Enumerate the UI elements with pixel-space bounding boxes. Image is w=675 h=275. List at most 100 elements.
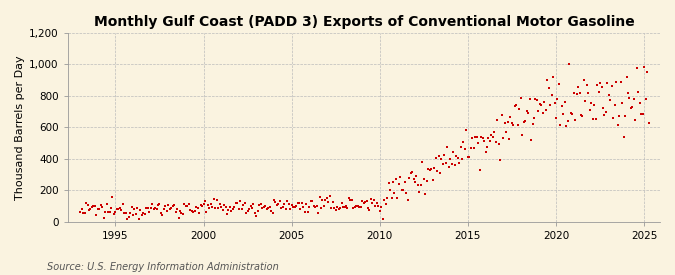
Point (568, 91, 579, 96)
Point (225, 205, 236, 210)
Point (436, 157, 447, 161)
Point (379, 198, 389, 202)
Point (292, 201, 303, 205)
Point (461, 128, 472, 132)
Point (166, 206, 177, 211)
Point (191, 205, 202, 210)
Point (631, 65, 642, 70)
Point (345, 198, 356, 202)
Point (458, 140, 469, 144)
Point (385, 187, 396, 192)
Point (91, 213, 102, 218)
Point (408, 177, 419, 182)
Point (178, 211, 188, 216)
Point (308, 204, 319, 209)
Point (150, 206, 161, 210)
Point (326, 206, 337, 210)
Point (330, 208, 341, 212)
Point (284, 202, 294, 206)
Point (483, 136, 494, 140)
Point (614, 114, 624, 119)
Point (80, 201, 91, 205)
Point (590, 117, 601, 122)
Point (264, 204, 275, 209)
Point (277, 205, 288, 210)
Point (639, 65, 649, 69)
Point (627, 105, 638, 110)
Point (148, 207, 159, 211)
Point (411, 174, 422, 179)
Point (375, 209, 385, 214)
Point (636, 111, 647, 116)
Point (327, 200, 338, 204)
Point (358, 201, 369, 205)
Point (157, 213, 168, 217)
Point (180, 203, 191, 208)
Point (395, 175, 406, 180)
Point (323, 200, 333, 204)
Point (527, 121, 538, 126)
Point (545, 103, 556, 107)
Point (246, 205, 257, 210)
Point (426, 166, 437, 171)
Point (464, 155, 475, 159)
Point (138, 211, 148, 215)
Point (603, 92, 614, 97)
Point (554, 82, 564, 86)
Point (543, 86, 554, 90)
Point (134, 216, 144, 221)
Point (261, 207, 272, 211)
Point (551, 116, 562, 120)
Point (282, 199, 293, 203)
Point (439, 153, 450, 158)
Point (634, 101, 645, 105)
Point (427, 178, 438, 182)
Point (335, 206, 346, 210)
Point (159, 207, 169, 211)
Point (317, 197, 328, 202)
Point (104, 210, 115, 214)
Point (338, 205, 348, 209)
Point (176, 211, 187, 215)
Point (435, 171, 446, 175)
Point (520, 119, 531, 123)
Point (517, 133, 528, 137)
Text: Source: U.S. Energy Information Administration: Source: U.S. Energy Information Administ… (47, 262, 279, 272)
Point (210, 206, 221, 210)
Point (305, 199, 316, 204)
Point (367, 201, 378, 205)
Point (101, 201, 112, 206)
Point (320, 198, 331, 203)
Point (135, 208, 146, 212)
Point (476, 135, 487, 140)
Point (119, 210, 130, 215)
Point (589, 102, 599, 107)
Point (257, 205, 268, 210)
Point (585, 108, 595, 112)
Point (346, 197, 357, 202)
Point (146, 202, 157, 206)
Point (574, 90, 585, 95)
Point (132, 206, 143, 210)
Point (186, 208, 197, 213)
Point (352, 204, 363, 208)
Point (366, 197, 377, 201)
Point (417, 160, 428, 164)
Point (332, 205, 343, 209)
Point (266, 209, 277, 213)
Point (173, 215, 184, 220)
Point (161, 209, 172, 214)
Point (410, 180, 421, 185)
Point (76, 207, 87, 211)
Point (595, 81, 605, 85)
Point (630, 117, 641, 122)
Point (633, 89, 644, 94)
Y-axis label: Thousand Barrels per Day: Thousand Barrels per Day (15, 55, 25, 200)
Point (451, 154, 462, 158)
Point (452, 155, 463, 160)
Point (391, 177, 402, 181)
Point (336, 201, 347, 205)
Point (136, 213, 147, 218)
Point (611, 79, 622, 84)
Point (221, 211, 232, 216)
